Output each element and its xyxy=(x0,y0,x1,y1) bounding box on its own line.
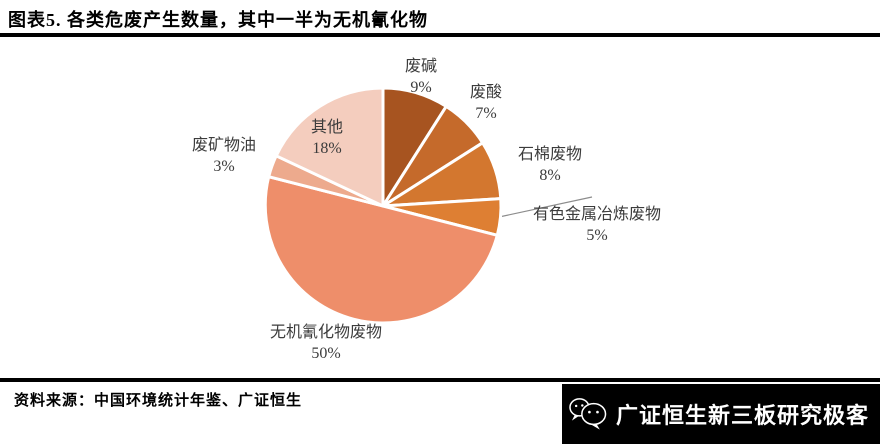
brand-text: 广证恒生新三板研究极客 xyxy=(616,403,870,428)
leader-line xyxy=(498,196,593,218)
wechat-icon xyxy=(569,398,607,430)
source-note: 资料来源：中国环境统计年鉴、广证恒生 xyxy=(14,393,303,409)
pie-slice-5 xyxy=(263,175,499,325)
title-divider xyxy=(0,33,880,37)
pie-slice-7 xyxy=(274,86,385,208)
figure-title: 图表5. 各类危废产生数量，其中一半为无机氰化物 xyxy=(8,10,428,30)
footer-divider xyxy=(0,378,880,382)
brand-watermark: 广证恒生新三板研究极客 xyxy=(562,384,880,444)
